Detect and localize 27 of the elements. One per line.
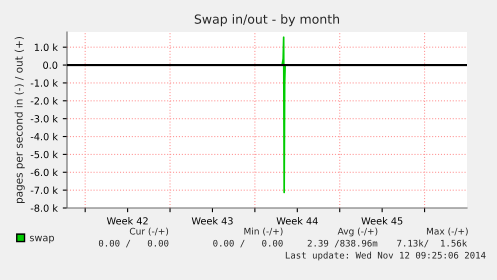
y-tick-label: 0.0: [43, 62, 58, 69]
y-tick-label: -4.0 k: [30, 132, 58, 140]
x-tick-label: Week 43: [192, 217, 233, 225]
chart-title: Swap in/out - by month: [194, 14, 340, 26]
y-tick-label: 1.0 k: [34, 43, 58, 52]
text: Max (-/+): [426, 228, 468, 236]
x-tick-label: Week 45: [361, 217, 402, 225]
y-tick-label: -5.0 k: [30, 150, 58, 158]
y-tick-label: -1.0 k: [30, 79, 58, 87]
legend-label: swap: [30, 236, 54, 244]
text: Last update: Wed Nov 12 09:25:06 2014: [286, 252, 486, 260]
line-series: [281, 36, 286, 194]
text: Min (-/+): [244, 228, 283, 236]
text: 0.00 / 0.00: [98, 240, 168, 248]
y-tick-label: -8.0 k: [30, 204, 58, 212]
y-tick-label: -3.0 k: [30, 114, 58, 122]
x-tick-label: Week 42: [106, 217, 148, 225]
text: 0.00 / 0.00: [213, 240, 283, 248]
y-tick-label: -2.0 k: [30, 97, 58, 105]
text: Cur (-/+): [130, 228, 168, 236]
x-tick-label: Week 44: [276, 217, 318, 225]
text: 2.39 /838.96m: [308, 240, 378, 248]
y-tick-label: -6.0 k: [30, 168, 58, 176]
y-tick-label: -7.0 k: [30, 186, 58, 194]
text: 7.13k/ 1.56k: [397, 240, 468, 248]
text: Avg (-/+): [338, 228, 378, 236]
y-axis-title: pages per second in (-) / out (+): [14, 36, 25, 203]
